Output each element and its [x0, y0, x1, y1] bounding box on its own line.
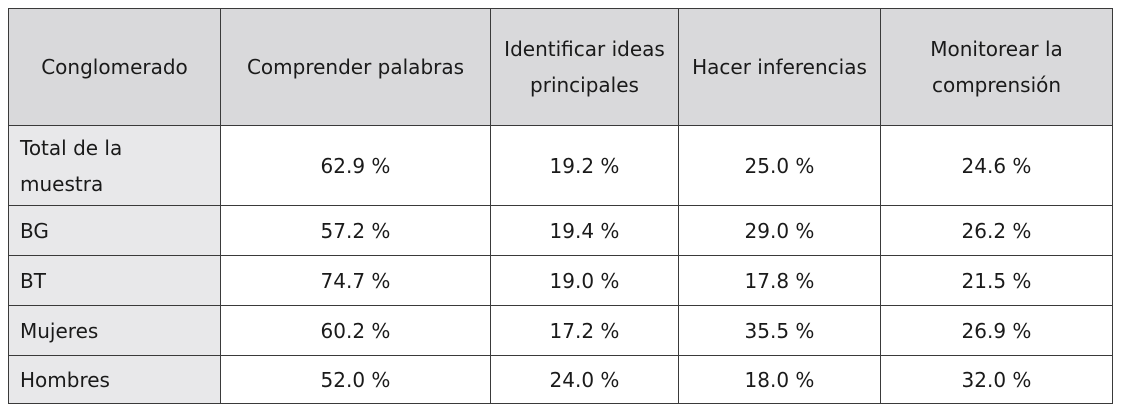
table-cell: 29.0 %: [678, 205, 881, 256]
table-row: Total de la muestra 62.9 % 19.2 % 25.0 %…: [8, 125, 1113, 206]
table-cell: 19.4 %: [490, 205, 679, 256]
table-body: Total de la muestra 62.9 % 19.2 % 25.0 %…: [8, 125, 1113, 404]
table-row: Mujeres 60.2 % 17.2 % 35.5 % 26.9 %: [8, 305, 1113, 356]
table-cell: 26.2 %: [880, 205, 1113, 256]
header-hacer-inferencias: Hacer inferencias: [678, 8, 881, 126]
table-cell: 17.8 %: [678, 255, 881, 306]
table-row: BG 57.2 % 19.4 % 29.0 % 26.2 %: [8, 205, 1113, 256]
table-cell: 74.7 %: [220, 255, 491, 306]
table-row: BT 74.7 % 19.0 % 17.8 % 21.5 %: [8, 255, 1113, 306]
table-cell: 25.0 %: [678, 125, 881, 206]
table-cell: 60.2 %: [220, 305, 491, 356]
header-conglomerado: Conglomerado: [8, 8, 221, 126]
row-label: Mujeres: [8, 305, 221, 356]
header-row: Conglomerado Comprender palabras Identif…: [8, 8, 1113, 126]
table-cell: 35.5 %: [678, 305, 881, 356]
header-identificar-ideas: Identificar ideas principales: [490, 8, 679, 126]
row-label: Total de la muestra: [8, 125, 221, 206]
table-cell: 21.5 %: [880, 255, 1113, 306]
table-cell: 24.0 %: [490, 355, 679, 404]
row-label: BG: [8, 205, 221, 256]
table-header: Conglomerado Comprender palabras Identif…: [8, 8, 1113, 126]
table-cell: 18.0 %: [678, 355, 881, 404]
data-table: Conglomerado Comprender palabras Identif…: [8, 8, 1113, 404]
table-cell: 32.0 %: [880, 355, 1113, 404]
row-label: BT: [8, 255, 221, 306]
table-cell: 52.0 %: [220, 355, 491, 404]
row-label: Hombres: [8, 355, 221, 404]
table-cell: 62.9 %: [220, 125, 491, 206]
table-cell: 19.0 %: [490, 255, 679, 306]
header-comprender-palabras: Comprender palabras: [220, 8, 491, 126]
table-cell: 24.6 %: [880, 125, 1113, 206]
table-cell: 19.2 %: [490, 125, 679, 206]
table-cell: 17.2 %: [490, 305, 679, 356]
table-cell: 26.9 %: [880, 305, 1113, 356]
table-row: Hombres 52.0 % 24.0 % 18.0 % 32.0 %: [8, 355, 1113, 404]
table-cell: 57.2 %: [220, 205, 491, 256]
header-monitorear-comprension: Monitorear la comprensión: [880, 8, 1113, 126]
